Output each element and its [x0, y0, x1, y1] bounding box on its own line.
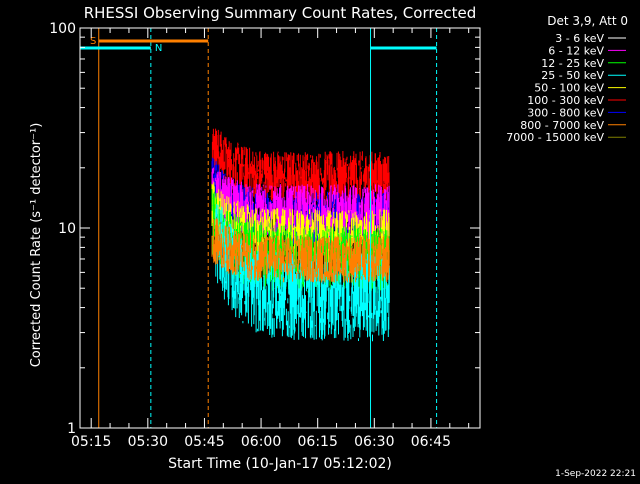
legend-entry-label: 25 - 50 keV: [541, 69, 604, 82]
y-tick-label: 1: [67, 421, 76, 437]
legend-header: Det 3,9, Att 0: [547, 14, 628, 28]
x-tick-label: 06:00: [241, 434, 281, 450]
legend-entry-label: 50 - 100 keV: [534, 82, 604, 95]
footer-date: 1-Sep-2022 22:21: [555, 469, 636, 479]
legend-entry-label: 6 - 12 keV: [548, 44, 604, 57]
legend-entry-label: 3 - 6 keV: [555, 32, 604, 45]
legend-entry-label: 12 - 25 keV: [541, 57, 604, 70]
x-axis-label: Start Time (10-Jan-17 05:12:02): [168, 456, 392, 472]
legend-entry-label: 800 - 7000 keV: [520, 119, 604, 132]
x-tick-label: 05:15: [71, 434, 111, 450]
y-tick-label: 100: [49, 21, 76, 37]
chart-title: RHESSI Observing Summary Count Rates, Co…: [84, 4, 477, 22]
legend-entry-label: 7000 - 15000 keV: [506, 131, 604, 144]
night-flag-label: N: [155, 43, 162, 54]
y-axis-label: Corrected Count Rate (s⁻¹ detector⁻¹): [29, 123, 44, 368]
x-tick-label: 06:45: [411, 434, 451, 450]
legend-entry-label: 100 - 300 keV: [527, 94, 604, 107]
x-tick-label: 06:30: [354, 434, 394, 450]
x-tick-label: 05:45: [184, 434, 224, 450]
data-layer: SN: [80, 28, 438, 428]
x-tick-label: 06:15: [298, 434, 338, 450]
x-tick-label: 05:30: [128, 434, 168, 450]
axis-layer: 1 10 100 05:15 05:30 05:45 06:00 06:15 06:30 06:4…: [49, 21, 481, 450]
legend-entry-label: 300 - 800 keV: [527, 106, 604, 119]
y-tick-label: 10: [58, 221, 76, 237]
series-7: [211, 218, 390, 283]
saa-flag-label: S: [90, 36, 96, 47]
